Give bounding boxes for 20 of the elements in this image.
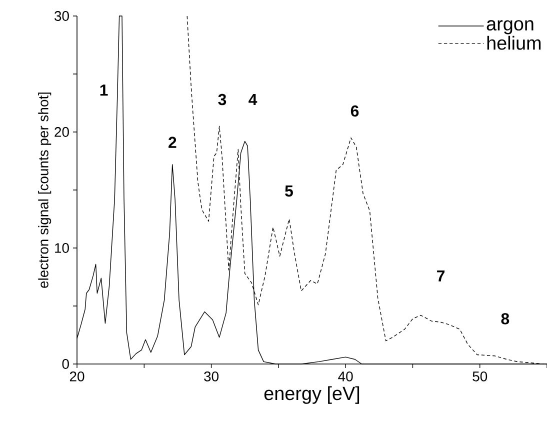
x-tick-label: 40	[338, 371, 353, 382]
y-tick-label: 20	[54, 127, 69, 137]
y-tick-label: 0	[62, 359, 69, 369]
y-tick-label: 10	[55, 243, 69, 253]
annotation: 4	[248, 94, 258, 106]
annotation: 7	[437, 270, 445, 282]
x-tick-label: 50	[472, 371, 488, 382]
annotation: 1	[100, 84, 108, 96]
legend-label: argon	[486, 20, 534, 34]
annotation: 3	[218, 94, 226, 106]
annotation: 2	[168, 136, 176, 148]
legend-label: helium	[487, 36, 541, 50]
y-axis-title: electron signal [counts per shot]	[38, 92, 52, 288]
annotation: 5	[285, 185, 293, 197]
x-tick-label: 30	[204, 371, 219, 382]
annotation: 6	[350, 105, 359, 117]
annotation: 8	[501, 313, 510, 324]
x-tick-label: 20	[70, 371, 84, 382]
x-axis-title: energy [eV]	[264, 386, 360, 404]
y-tick-label: 30	[54, 11, 69, 21]
